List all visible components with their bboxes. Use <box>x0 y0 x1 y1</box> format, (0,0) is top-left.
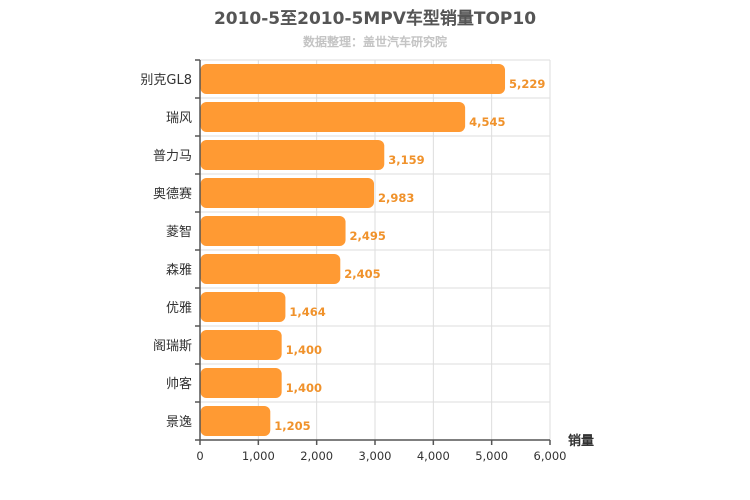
x-tick-label: 2,000 <box>300 449 333 463</box>
data-label: 4,545 <box>469 115 505 129</box>
category-label: 森雅 <box>166 263 192 278</box>
bar <box>200 102 466 132</box>
category-label: 菱智 <box>166 225 192 240</box>
bars: 5,229 4,545 3,159 2,983 2,495 2,405 1,464 1,400… <box>200 64 545 436</box>
data-label: 2,495 <box>350 229 386 243</box>
category-label: 奥德赛 <box>153 186 192 202</box>
x-tick-label: 1,000 <box>242 449 275 463</box>
bar <box>200 254 341 284</box>
category-label: 瑞风 <box>166 111 192 126</box>
bar <box>200 406 271 436</box>
chart-subtitle: 数据整理：盖世汽车研究院 <box>303 34 447 49</box>
category-label: 普力马 <box>153 149 192 164</box>
x-tick-label: 6,000 <box>534 449 567 463</box>
x-tick-label: 4,000 <box>417 449 450 463</box>
chart-title: 2010-5至2010-5MPV车型销量TOP10 <box>214 8 536 29</box>
data-label: 3,159 <box>388 153 424 167</box>
x-axis-label: 销量 <box>568 433 594 449</box>
bar <box>200 368 282 398</box>
bar <box>200 292 286 322</box>
x-tick-label: 3,000 <box>359 449 392 463</box>
x-tick-label: 5,000 <box>475 449 508 463</box>
bar <box>200 64 506 94</box>
category-label: 优雅 <box>166 301 192 316</box>
bar <box>200 330 282 360</box>
category-label: 帅客 <box>166 376 192 392</box>
grid-lines <box>200 59 551 440</box>
bar <box>200 216 346 246</box>
category-label: 阁瑞斯 <box>153 339 192 354</box>
category-label: 景逸 <box>166 415 192 430</box>
x-tick-label: 0 <box>196 449 203 463</box>
data-label: 1,400 <box>286 381 322 395</box>
data-label: 1,464 <box>289 305 325 319</box>
bar <box>200 178 375 208</box>
data-label: 1,400 <box>286 343 322 357</box>
data-label: 2,983 <box>378 191 414 205</box>
data-label: 1,205 <box>274 419 310 433</box>
category-label: 别克GL8 <box>140 73 192 88</box>
data-label: 2,405 <box>344 267 380 281</box>
bar <box>200 140 385 170</box>
data-label: 5,229 <box>509 77 545 91</box>
